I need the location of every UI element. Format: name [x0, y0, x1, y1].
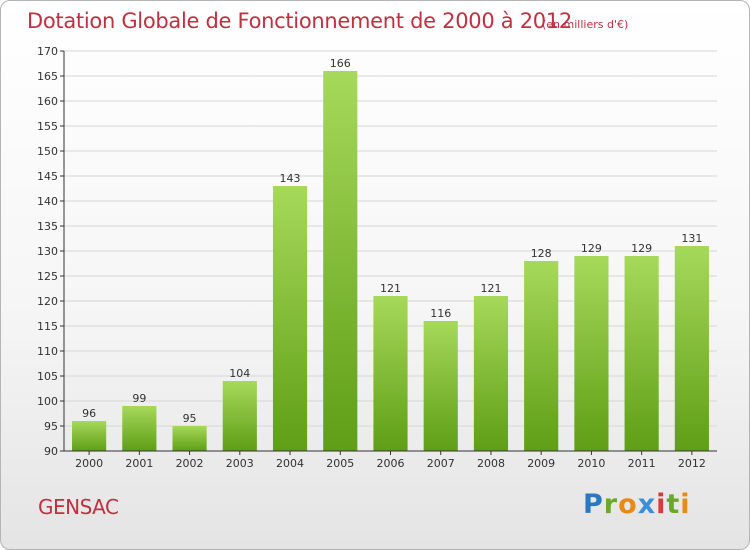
- bar: [222, 381, 257, 451]
- x-tick-label: 2012: [678, 457, 706, 470]
- x-tick-label: 2004: [276, 457, 304, 470]
- bar: [122, 406, 157, 451]
- bar-value-label: 121: [480, 282, 501, 295]
- y-tick-label: 110: [37, 345, 58, 358]
- bar-value-label: 129: [631, 242, 652, 255]
- bar-value-label: 166: [330, 57, 351, 70]
- bar-value-label: 95: [183, 412, 197, 425]
- x-tick-label: 2003: [226, 457, 254, 470]
- bar: [72, 421, 107, 451]
- x-tick-label: 2000: [75, 457, 103, 470]
- bar: [674, 246, 709, 451]
- commune-name: GENSAC: [38, 495, 119, 519]
- y-tick-label: 90: [44, 445, 58, 458]
- x-tick-label: 2007: [427, 457, 455, 470]
- x-tick-label: 2008: [477, 457, 505, 470]
- y-tick-label: 160: [37, 95, 58, 108]
- bar-value-label: 143: [280, 172, 301, 185]
- y-tick-label: 115: [37, 320, 58, 333]
- bar: [373, 296, 408, 451]
- chart-title: Dotation Globale de Fonctionnement de 20…: [27, 9, 572, 33]
- bar: [172, 426, 207, 451]
- y-tick-label: 170: [37, 45, 58, 58]
- y-tick-label: 120: [37, 295, 58, 308]
- bar-value-label: 96: [82, 407, 96, 420]
- bar: [272, 186, 308, 451]
- y-axis-ticks: 90 95 100 105 110 115 120 125 130 135 140 145 150 155…: [37, 45, 64, 458]
- y-tick-label: 105: [37, 370, 58, 383]
- bar: [574, 256, 609, 451]
- chart-unit: (en milliers d'€): [542, 18, 629, 31]
- bar-value-label: 104: [229, 367, 250, 380]
- y-tick-label: 135: [37, 220, 58, 233]
- bar: [624, 256, 659, 451]
- bar: [323, 71, 358, 451]
- y-tick-label: 145: [37, 170, 58, 183]
- y-tick-label: 95: [44, 420, 58, 433]
- y-tick-label: 165: [37, 70, 58, 83]
- bar: [524, 261, 559, 451]
- x-tick-label: 2010: [577, 457, 605, 470]
- bar: [473, 296, 509, 451]
- y-tick-label: 155: [37, 120, 58, 133]
- bar: [423, 321, 458, 451]
- x-tick-label: 2009: [527, 457, 555, 470]
- bar-value-label: 129: [581, 242, 602, 255]
- data-labels: 96 99 95 104 143 166 121 116 121 128 129 129 131: [82, 57, 702, 425]
- bar-value-label: 121: [380, 282, 401, 295]
- y-tick-label: 125: [37, 270, 58, 283]
- bars: [72, 71, 709, 451]
- bar-value-label: 116: [430, 307, 451, 320]
- y-tick-label: 140: [37, 195, 58, 208]
- y-tick-label: 130: [37, 245, 58, 258]
- x-tick-label: 2011: [628, 457, 656, 470]
- bar-value-label: 99: [132, 392, 146, 405]
- bar-value-label: 128: [531, 247, 552, 260]
- y-tick-label: 150: [37, 145, 58, 158]
- y-tick-label: 100: [37, 395, 58, 408]
- x-tick-label: 2002: [176, 457, 204, 470]
- x-axis-ticks: 2000 2001 2002 2003 2004 2005 2006 2007 2008 2009…: [75, 451, 706, 470]
- x-tick-label: 2006: [377, 457, 405, 470]
- x-tick-label: 2005: [326, 457, 354, 470]
- x-tick-label: 2001: [125, 457, 153, 470]
- bar-value-label: 131: [681, 232, 702, 245]
- proxiti-logo: Proxiti: [583, 489, 691, 520]
